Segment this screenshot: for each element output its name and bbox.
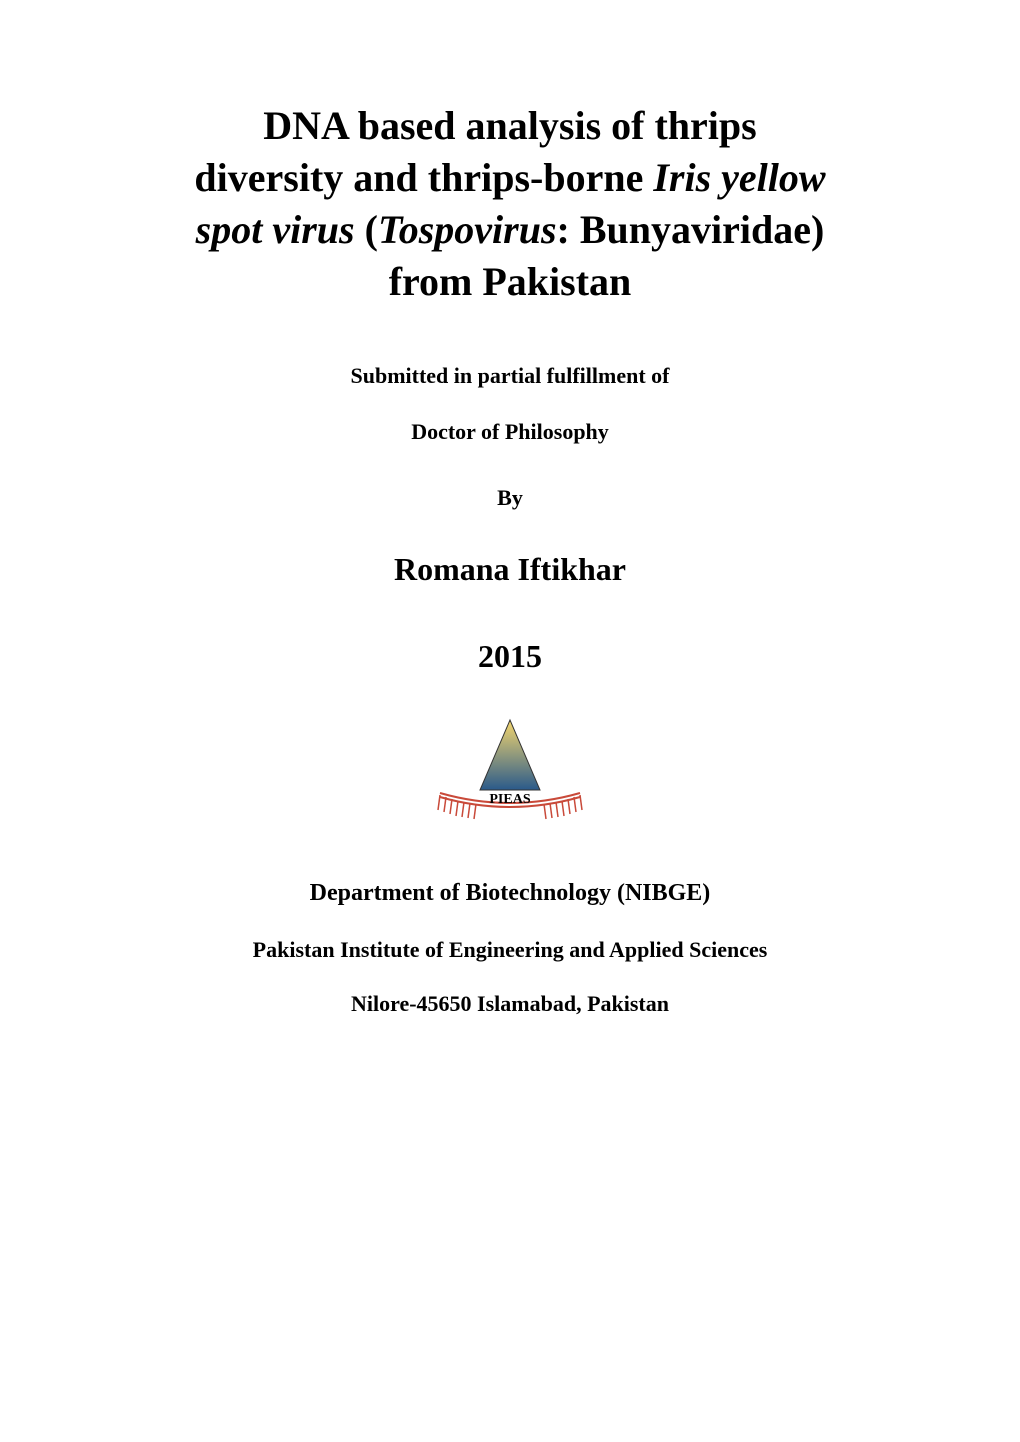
title-line3-part3: : Bunyaviridae) <box>557 207 825 252</box>
department-label: Department of Biotechnology (NIBGE) <box>80 880 940 907</box>
title-line4: from Pakistan <box>389 259 632 304</box>
institute-label: Pakistan Institute of Engineering and Ap… <box>80 937 940 963</box>
by-label: By <box>80 485 940 511</box>
year-label: 2015 <box>80 638 940 675</box>
title-line2-part1: diversity and thrips-borne <box>194 155 653 200</box>
logo-container: PIEAS <box>80 715 940 840</box>
title-line1: DNA based analysis of thrips <box>263 103 756 148</box>
pieas-logo-svg: PIEAS <box>420 715 600 835</box>
address-label: Nilore-45650 Islamabad, Pakistan <box>80 991 940 1017</box>
title-line3-part2: ( <box>355 207 378 252</box>
thesis-title: DNA based analysis of thrips diversity a… <box>80 100 940 308</box>
logo-text: PIEAS <box>489 792 530 807</box>
title-line2-italic: Iris yellow <box>653 155 825 200</box>
title-line3-italic2: Tospovirus <box>378 207 557 252</box>
degree-label: Doctor of Philosophy <box>80 419 940 445</box>
title-line3-italic1: spot virus <box>196 207 355 252</box>
author-name: Romana Iftikhar <box>80 551 940 588</box>
pieas-logo: PIEAS <box>420 715 600 835</box>
submission-label: Submitted in partial fulfillment of <box>80 363 940 389</box>
